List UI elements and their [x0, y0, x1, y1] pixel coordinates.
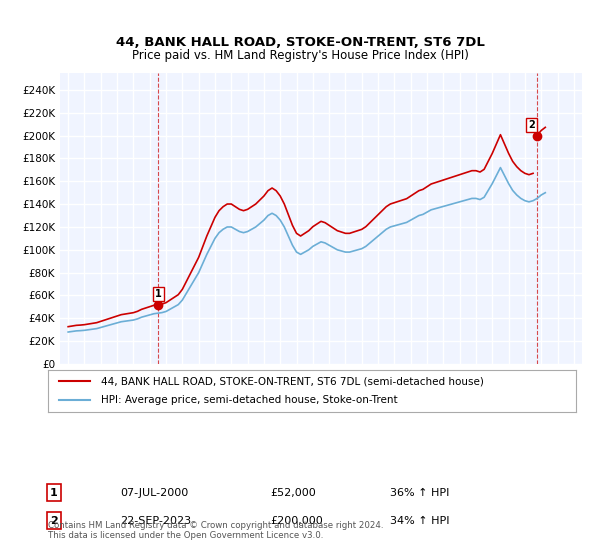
Text: Price paid vs. HM Land Registry's House Price Index (HPI): Price paid vs. HM Land Registry's House …: [131, 49, 469, 62]
Text: 36% ↑ HPI: 36% ↑ HPI: [390, 488, 449, 498]
Text: £52,000: £52,000: [270, 488, 316, 498]
Text: 1: 1: [50, 488, 58, 498]
Text: £200,000: £200,000: [270, 516, 323, 526]
Text: 44, BANK HALL ROAD, STOKE-ON-TRENT, ST6 7DL: 44, BANK HALL ROAD, STOKE-ON-TRENT, ST6 …: [116, 36, 484, 49]
Text: 2: 2: [50, 516, 58, 526]
Text: 34% ↑ HPI: 34% ↑ HPI: [390, 516, 449, 526]
Text: Contains HM Land Registry data © Crown copyright and database right 2024.
This d: Contains HM Land Registry data © Crown c…: [48, 521, 383, 540]
Text: 2: 2: [529, 120, 535, 130]
Text: HPI: Average price, semi-detached house, Stoke-on-Trent: HPI: Average price, semi-detached house,…: [101, 395, 397, 405]
Text: 07-JUL-2000: 07-JUL-2000: [120, 488, 188, 498]
Text: 1: 1: [155, 289, 161, 299]
Text: 44, BANK HALL ROAD, STOKE-ON-TRENT, ST6 7DL (semi-detached house): 44, BANK HALL ROAD, STOKE-ON-TRENT, ST6 …: [101, 376, 484, 386]
Text: 22-SEP-2023: 22-SEP-2023: [120, 516, 191, 526]
